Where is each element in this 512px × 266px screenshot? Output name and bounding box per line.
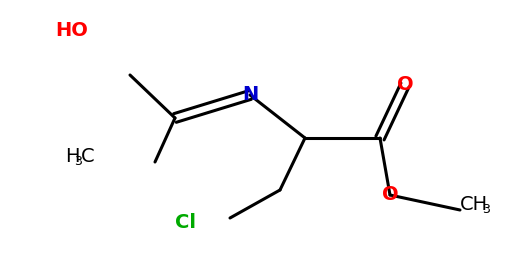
Text: CH: CH (460, 195, 488, 214)
Text: H: H (65, 147, 79, 166)
Text: HO: HO (55, 20, 88, 39)
Text: O: O (381, 185, 398, 205)
Text: Cl: Cl (175, 213, 196, 231)
Text: O: O (397, 76, 413, 94)
Text: 3: 3 (482, 203, 490, 216)
Text: 3: 3 (74, 155, 82, 168)
Text: C: C (81, 147, 95, 166)
Text: N: N (242, 85, 258, 105)
